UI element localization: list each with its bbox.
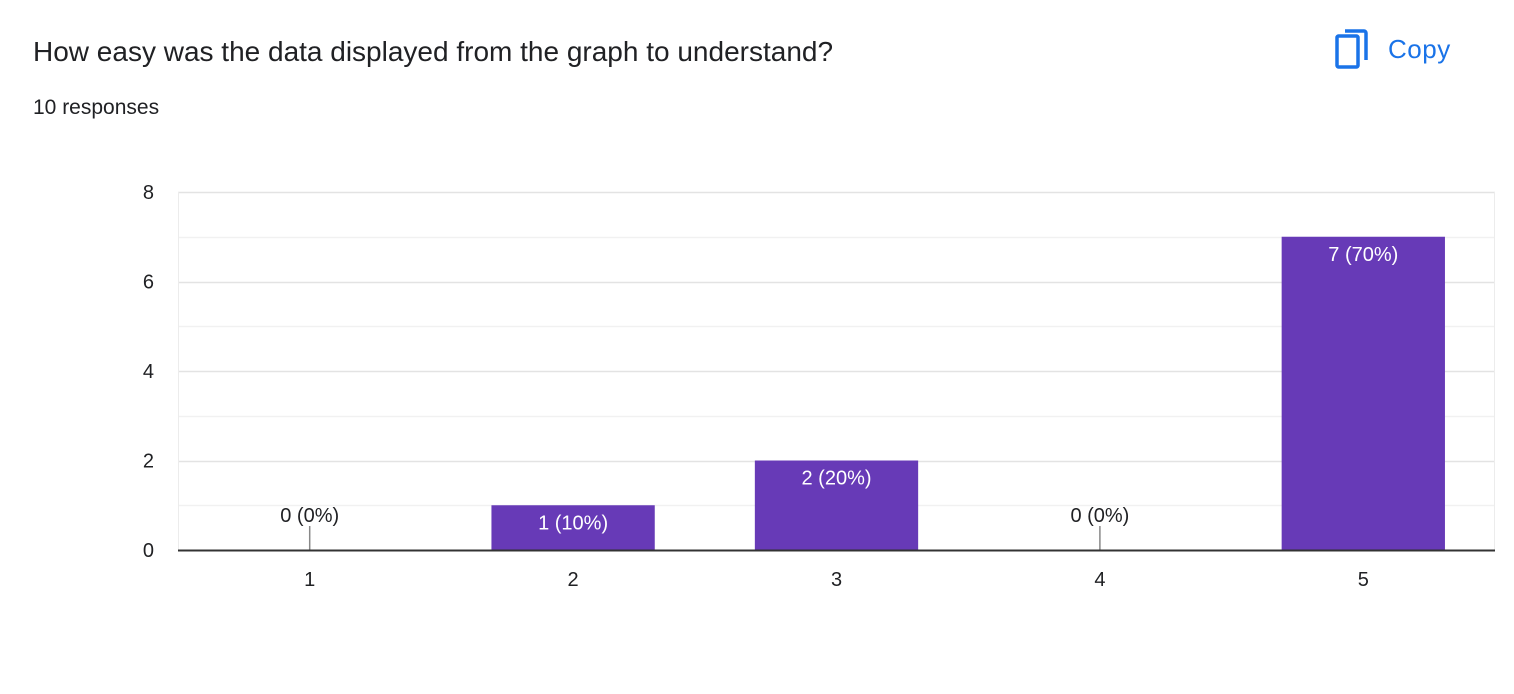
- data-label: 7 (70%): [1328, 244, 1398, 266]
- x-tick-label: 3: [831, 569, 842, 591]
- y-tick-label: 2: [143, 451, 154, 473]
- copy-label: Copy: [1388, 34, 1451, 64]
- x-tick-label: 2: [568, 569, 579, 591]
- copy-button[interactable]: Copy: [1330, 26, 1461, 72]
- y-tick-label: 6: [143, 272, 154, 294]
- bar: [1281, 236, 1445, 550]
- y-tick-label: 8: [143, 182, 154, 204]
- y-tick-label: 4: [143, 361, 154, 383]
- data-label: 0 (0%): [280, 505, 339, 527]
- response-count: 10 responses: [33, 96, 160, 119]
- x-tick-label: 5: [1358, 569, 1369, 591]
- y-tick-label: 0: [143, 540, 154, 562]
- data-label: 1 (10%): [538, 512, 608, 534]
- bar: [491, 505, 655, 550]
- copy-icon: [1335, 29, 1368, 69]
- data-label: 2 (20%): [801, 468, 871, 490]
- data-label: 0 (0%): [1070, 505, 1129, 527]
- question-title: How easy was the data displayed from the…: [33, 36, 834, 67]
- bar: [754, 460, 919, 550]
- x-tick-label: 1: [304, 569, 315, 591]
- x-tick-label: 4: [1094, 569, 1105, 591]
